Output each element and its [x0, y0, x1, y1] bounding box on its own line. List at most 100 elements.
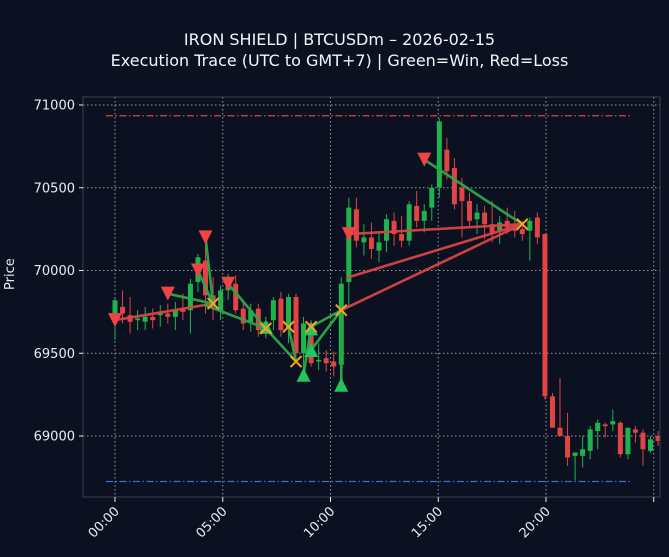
- trade-line-win: [422, 158, 524, 226]
- level-lines: [106, 115, 632, 483]
- y-tick-label: 69500: [34, 347, 75, 362]
- candle-up: [436, 121, 442, 188]
- candle-down: [331, 361, 337, 367]
- trade-line-win: [204, 303, 268, 330]
- chart-title-line1: IRON SHIELD | BTCUSDm – 2026-02-15: [183, 30, 496, 49]
- candle-down: [414, 205, 420, 221]
- trade-line-win: [204, 236, 215, 305]
- y-tick-label: 70500: [34, 181, 75, 196]
- trade-line-win: [309, 308, 343, 329]
- candle-down: [640, 432, 646, 450]
- exit-x-icon: [282, 320, 295, 333]
- candle-down: [489, 224, 495, 235]
- x-tick-label: 05:00: [193, 504, 230, 541]
- trade-line-win: [196, 269, 215, 305]
- candle-down: [293, 296, 299, 354]
- candle-up: [527, 220, 533, 231]
- candle-down: [150, 316, 156, 321]
- candle-down: [368, 237, 374, 249]
- candle-up: [406, 204, 412, 241]
- candle-up: [580, 449, 586, 456]
- candle-down: [323, 358, 329, 364]
- candle-up: [135, 318, 141, 321]
- trade-line-win: [226, 282, 268, 330]
- candle-up: [142, 316, 148, 322]
- trade-line-loss: [347, 222, 524, 279]
- candle-down: [353, 209, 359, 241]
- candle-up: [572, 452, 578, 456]
- candle-down: [203, 260, 209, 296]
- exit-x-icon: [206, 297, 220, 310]
- candle-up: [429, 187, 435, 208]
- candle-down: [565, 436, 571, 458]
- candle-up: [285, 296, 291, 329]
- x-axis-ticks: 00:00 05:00 10:00 15:00 20:00: [86, 497, 655, 541]
- candle-up: [187, 283, 193, 311]
- candle-down: [519, 229, 525, 235]
- buy-entry-triangle-icon: [296, 367, 311, 382]
- candle-down: [233, 283, 239, 311]
- candle-down: [632, 429, 638, 433]
- candle-down: [120, 306, 126, 314]
- trade-line-loss: [113, 302, 215, 322]
- candle-down: [549, 396, 555, 428]
- buy-entry-triangle-icon: [304, 342, 319, 357]
- candle-down: [399, 234, 405, 241]
- sell-entry-triangle-icon: [341, 227, 356, 242]
- trade-line-win: [287, 325, 298, 363]
- candle-up: [625, 427, 631, 455]
- candle-up: [474, 212, 480, 220]
- buy-entry-triangle-icon: [304, 321, 319, 336]
- candle-down: [557, 427, 563, 436]
- candle-down: [466, 200, 472, 221]
- exit-x-icon: [516, 217, 529, 231]
- x-tick-label: 00:00: [86, 504, 123, 541]
- candle-down: [655, 436, 661, 441]
- trade-line-loss: [339, 222, 524, 312]
- exit-x-icon: [335, 304, 348, 317]
- candle-down: [444, 149, 450, 172]
- trade-lines: [113, 158, 524, 386]
- candle-down: [391, 220, 397, 235]
- chart-subtitle: Execution Trace (UTC to GMT+7) | Green=W…: [110, 51, 569, 70]
- exit-x-icon: [259, 322, 273, 335]
- y-tick-label: 71000: [34, 99, 75, 114]
- exit-x-icon: [304, 320, 318, 333]
- candle-down: [459, 187, 465, 201]
- trade-markers: [108, 152, 529, 392]
- x-tick-label: 20:00: [517, 504, 554, 541]
- sell-entry-triangle-icon: [417, 152, 432, 167]
- plot-frame: [82, 96, 661, 498]
- sell-entry-triangle-icon: [221, 276, 236, 291]
- candle-down: [165, 313, 171, 317]
- exit-x-icon: [289, 355, 303, 368]
- x-tick-label: 10:00: [301, 504, 338, 541]
- candle-up: [316, 359, 322, 362]
- sell-entry-triangle-icon: [160, 286, 175, 301]
- candle-up: [610, 421, 616, 425]
- candle-up: [112, 300, 118, 321]
- candle-up: [248, 310, 254, 322]
- y-axis-ticks: 71000 70500 70000 69500 69000: [34, 99, 83, 445]
- sell-entry-triangle-icon: [198, 230, 213, 245]
- y-tick-label: 70000: [34, 264, 75, 279]
- candle-down: [602, 424, 608, 427]
- candle-up: [218, 290, 224, 311]
- candle-down: [240, 308, 246, 324]
- candle-down: [617, 422, 623, 455]
- candle-up: [301, 323, 307, 354]
- candle-down: [180, 308, 186, 312]
- candle-up: [361, 237, 367, 243]
- candle-up: [595, 422, 601, 432]
- candle-down: [542, 234, 548, 397]
- candle-up: [172, 310, 178, 317]
- buy-entry-triangle-icon: [334, 377, 349, 392]
- sell-entry-triangle-icon: [190, 263, 205, 278]
- candle-up: [346, 207, 352, 283]
- sell-entry-triangle-icon: [108, 313, 122, 328]
- trade-line-loss: [347, 222, 524, 236]
- trade-line-win: [309, 308, 343, 352]
- candle-up: [376, 242, 382, 251]
- candle-down: [534, 217, 540, 238]
